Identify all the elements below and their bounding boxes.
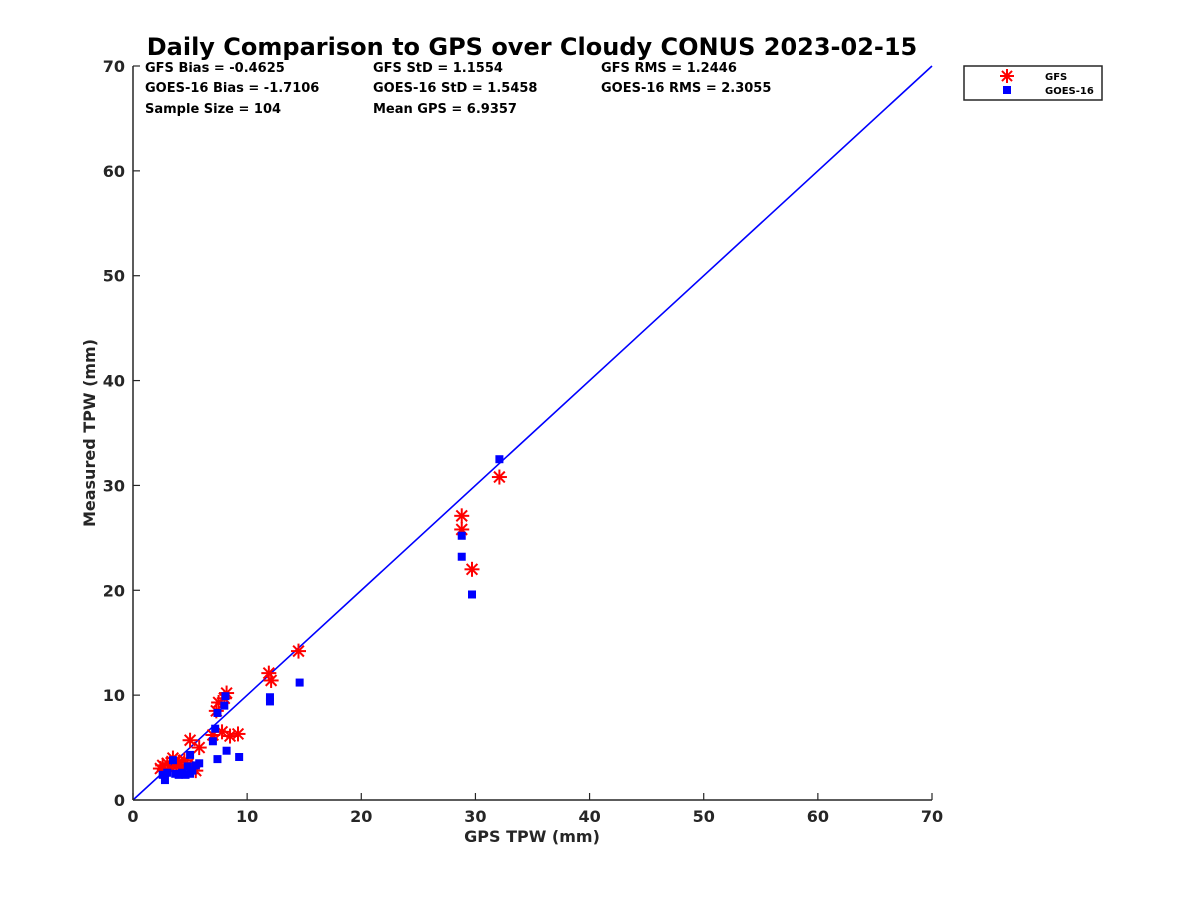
series-goes-16 bbox=[158, 455, 504, 785]
x-tick-label: 0 bbox=[127, 807, 138, 826]
data-point bbox=[168, 756, 177, 765]
data-point bbox=[220, 701, 229, 710]
stat-text: GOES-16 StD = 1.5458 bbox=[373, 81, 537, 96]
data-point bbox=[158, 770, 167, 779]
y-tick-label: 30 bbox=[103, 476, 125, 495]
x-tick-label: 20 bbox=[350, 807, 372, 826]
data-point bbox=[457, 552, 466, 561]
y-tick-label: 0 bbox=[114, 791, 125, 810]
data-point bbox=[457, 531, 466, 540]
y-axis-label: Measured TPW (mm) bbox=[80, 339, 99, 527]
reference-line bbox=[132, 65, 933, 801]
data-point bbox=[495, 455, 504, 464]
data-point bbox=[221, 692, 230, 701]
legend-box bbox=[963, 65, 1103, 101]
legend-label: GOES-16 bbox=[1045, 86, 1094, 97]
data-point bbox=[464, 561, 480, 577]
stat-text: GOES-16 Bias = -1.7106 bbox=[145, 81, 319, 96]
data-point bbox=[211, 724, 220, 733]
data-point bbox=[468, 590, 477, 599]
data-point bbox=[230, 726, 246, 742]
x-tick-label: 70 bbox=[921, 807, 943, 826]
x-axis-label: GPS TPW (mm) bbox=[464, 827, 600, 846]
data-point bbox=[265, 697, 274, 706]
x-tick-label: 60 bbox=[807, 807, 829, 826]
stat-text: GFS StD = 1.1554 bbox=[373, 61, 503, 76]
data-point bbox=[491, 469, 507, 485]
data-point bbox=[188, 766, 197, 775]
data-point bbox=[222, 746, 231, 755]
legend-label: GFS bbox=[1045, 72, 1067, 83]
y-tick-label: 20 bbox=[103, 581, 125, 600]
x-tick-label: 10 bbox=[236, 807, 258, 826]
data-point bbox=[263, 672, 279, 688]
data-point bbox=[186, 750, 195, 759]
data-point bbox=[454, 508, 470, 524]
data-point bbox=[295, 678, 304, 687]
legend: GFS GOES-16 bbox=[963, 65, 1103, 101]
stat-text: GFS RMS = 1.2446 bbox=[601, 61, 737, 76]
y-tick-label: 40 bbox=[103, 372, 125, 391]
stat-text: Sample Size = 104 bbox=[145, 102, 281, 117]
data-point bbox=[163, 768, 172, 777]
data-point bbox=[195, 759, 204, 768]
x-tick-label: 30 bbox=[464, 807, 486, 826]
data-point bbox=[265, 693, 274, 702]
data-point bbox=[291, 643, 307, 659]
data-point bbox=[235, 753, 244, 762]
data-point bbox=[160, 776, 169, 785]
stat-text: GOES-16 RMS = 2.3055 bbox=[601, 81, 771, 96]
stat-text: Mean GPS = 6.9357 bbox=[373, 102, 517, 117]
y-tick-label: 50 bbox=[103, 267, 125, 286]
y-tick-label: 10 bbox=[103, 686, 125, 705]
data-point bbox=[183, 762, 192, 771]
data-point bbox=[213, 708, 222, 717]
x-tick-label: 50 bbox=[693, 807, 715, 826]
y-tick-label: 60 bbox=[103, 162, 125, 181]
stat-text: GFS Bias = -0.4625 bbox=[145, 61, 285, 76]
data-point bbox=[208, 737, 217, 746]
legend-marker bbox=[1003, 86, 1011, 94]
data-point bbox=[191, 740, 207, 756]
data-point bbox=[213, 755, 222, 764]
data-point bbox=[181, 770, 190, 779]
legend-marker bbox=[1000, 69, 1014, 83]
y-tick-label: 70 bbox=[103, 57, 125, 76]
x-tick-label: 40 bbox=[578, 807, 600, 826]
data-point bbox=[182, 732, 198, 748]
chart-title: Daily Comparison to GPS over Cloudy CONU… bbox=[147, 33, 918, 61]
